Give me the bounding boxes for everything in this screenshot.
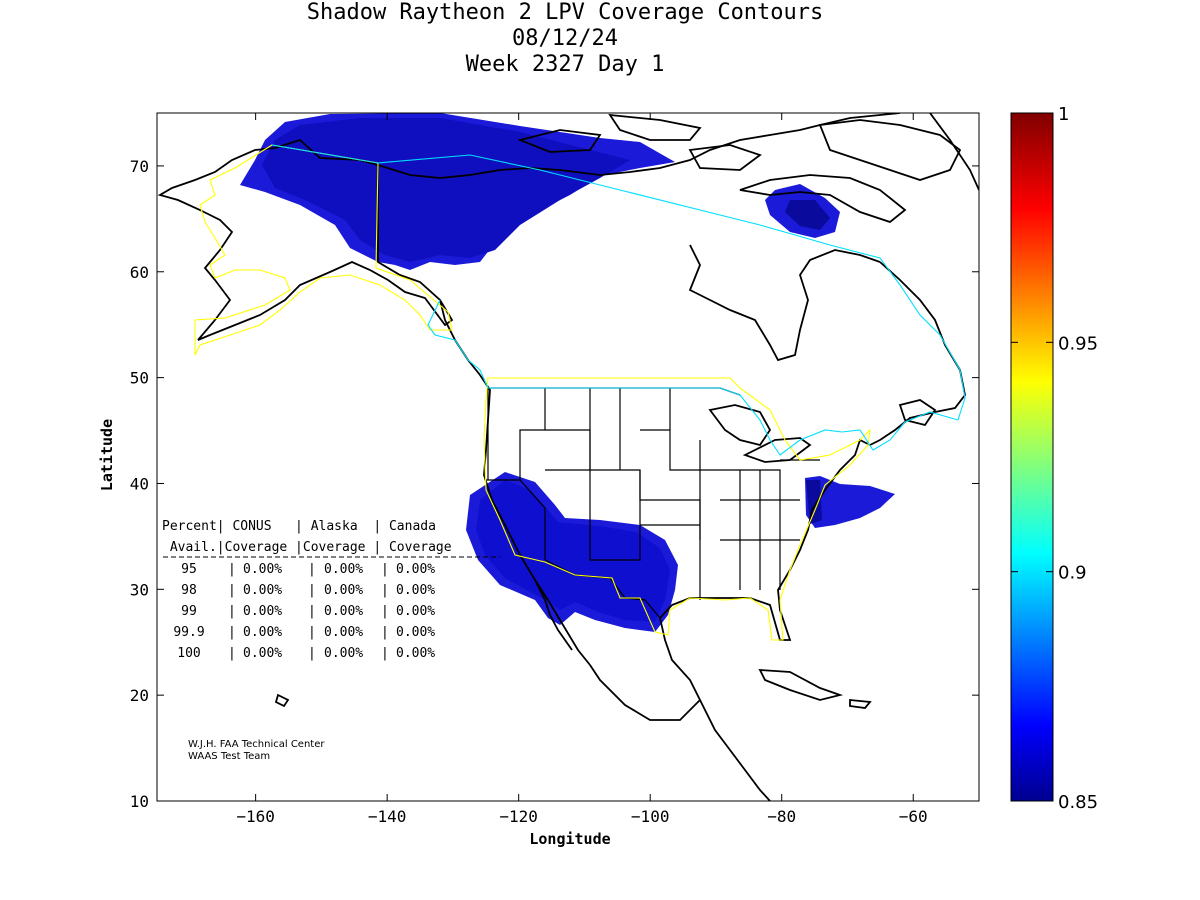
chart-week-day: Week 2327 Day 1 [465, 52, 665, 77]
stats-row: 95 | 0.00% | 0.00% | 0.00% [181, 562, 435, 577]
stats-sep: | [228, 625, 236, 640]
colorbar-tick-label: 0.95 [1058, 333, 1098, 354]
stats-row: 100 | 0.00% | 0.00% | 0.00% [177, 646, 435, 661]
y-tick-label: 10 [130, 792, 149, 811]
stats-avail: 99.9 [173, 625, 204, 640]
stats-sep: | [381, 625, 389, 640]
stats-alaska: 0.00% [324, 604, 363, 619]
x-tick-label: −120 [499, 807, 538, 826]
x-tick-label: −140 [368, 807, 407, 826]
stats-alaska: 0.00% [324, 625, 363, 640]
stats-conus: 0.00% [243, 604, 282, 619]
x-axis-title: Longitude [529, 830, 610, 848]
stats-conus: 0.00% [243, 562, 282, 577]
stats-canada: 0.00% [396, 583, 435, 598]
stats-alaska: 0.00% [324, 562, 363, 577]
service-boundaries [194, 144, 966, 641]
colorbar-tick-label: 0.85 [1058, 792, 1098, 813]
stats-sep: | [381, 562, 389, 577]
coverage-contours [240, 113, 895, 632]
stats-sep: | [381, 646, 389, 661]
stats-sep: | [381, 583, 389, 598]
stats-alaska: 0.00% [324, 583, 363, 598]
x-tick-label: −60 [899, 807, 928, 826]
stats-sep: | [308, 562, 316, 577]
stats-canada: 0.00% [396, 562, 435, 577]
stats-sep: | [228, 604, 236, 619]
colorbar: 1 0.95 0.9 0.85 [1010, 104, 1098, 813]
y-axis-title: Latitude [98, 419, 116, 491]
stats-conus: 0.00% [243, 646, 282, 661]
stats-header-row-2: Avail.|Coverage |Coverage | Coverage [162, 540, 452, 555]
stats-canada: 0.00% [396, 646, 435, 661]
map-plot-frame [156, 112, 980, 802]
stats-header-row-1: Percent| CONUS | Alaska | Canada [162, 519, 436, 534]
stats-sep: | [228, 562, 236, 577]
stats-conus: 0.00% [243, 583, 282, 598]
stats-avail: 98 [181, 583, 197, 598]
credit-line-1: W.J.H. FAA Technical Center [188, 739, 325, 750]
x-tick-label: −80 [767, 807, 796, 826]
stats-avail: 99 [181, 604, 197, 619]
coverage-region-alaska-inner [262, 118, 630, 262]
y-tick-label: 60 [130, 263, 149, 282]
coverage-region-atlantic [805, 476, 895, 528]
y-tick-label: 70 [130, 157, 149, 176]
coverage-region-atlantic-inner [806, 480, 822, 524]
stats-sep: | [228, 583, 236, 598]
stats-alaska: 0.00% [324, 646, 363, 661]
stats-sep: | [308, 646, 316, 661]
coverage-stats-table: Percent| CONUS | Alaska | Canada Avail.|… [162, 519, 500, 661]
stats-sep: | [228, 646, 236, 661]
stats-row: 99 | 0.00% | 0.00% | 0.00% [181, 604, 435, 619]
colorbar-tick-label: 0.9 [1058, 563, 1087, 584]
stats-avail: 95 [181, 562, 197, 577]
y-axis-ticks: 10 20 30 40 50 60 70 [130, 157, 979, 811]
stats-sep: | [381, 604, 389, 619]
credit-line-2: WAAS Test Team [188, 751, 270, 762]
stats-canada: 0.00% [396, 625, 435, 640]
x-axis-ticks: −160 −140 −120 −100 −80 −60 [236, 113, 928, 826]
coastlines [157, 113, 979, 801]
y-tick-label: 40 [130, 474, 149, 493]
stats-canada: 0.00% [396, 604, 435, 619]
stats-conus: 0.00% [243, 625, 282, 640]
chart-title: Shadow Raytheon 2 LPV Coverage Contours [306, 0, 824, 25]
coverage-region-baffin-inner [785, 200, 830, 230]
x-tick-label: −160 [236, 807, 275, 826]
colorbar-gradient [1010, 112, 1054, 802]
y-tick-label: 50 [130, 369, 149, 388]
y-tick-label: 30 [130, 580, 149, 599]
stats-sep: | [308, 583, 316, 598]
stats-sep: | [308, 625, 316, 640]
chart-date: 08/12/24 [512, 26, 618, 51]
colorbar-tick-label: 1 [1058, 104, 1069, 125]
coverage-region-southwest-inner [476, 480, 670, 622]
y-tick-label: 20 [130, 686, 149, 705]
stats-avail: 100 [177, 646, 200, 661]
x-tick-label: −100 [631, 807, 670, 826]
stats-row: 98 | 0.00% | 0.00% | 0.00% [181, 583, 435, 598]
stats-sep: | [308, 604, 316, 619]
map-plot-area [157, 113, 979, 801]
stats-row: 99.9 | 0.00% | 0.00% | 0.00% [173, 625, 435, 640]
